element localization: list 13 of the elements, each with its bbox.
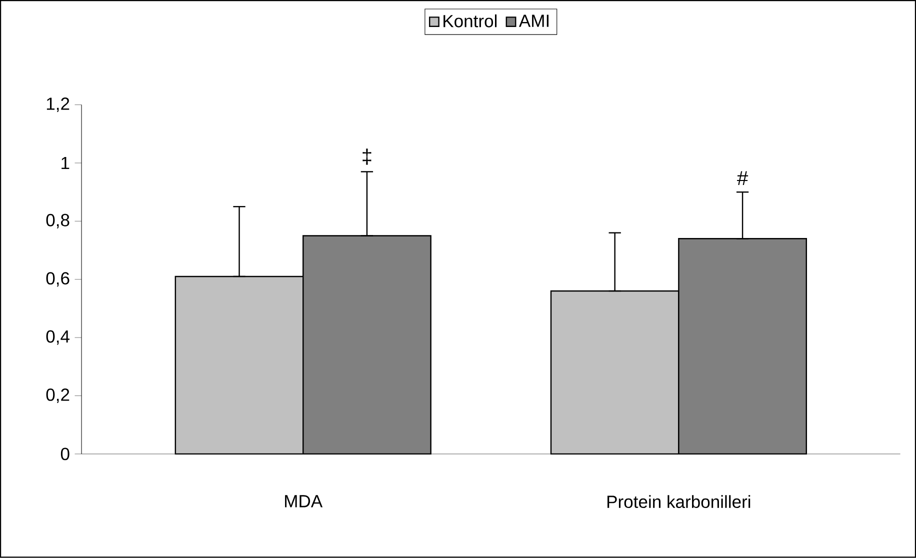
x-tick-label: Protein karbonilleri bbox=[607, 495, 750, 508]
y-tick-label: 1,2 bbox=[46, 98, 70, 112]
y-tick-label: 0,8 bbox=[46, 214, 70, 229]
y-tick-label: 0,6 bbox=[46, 272, 70, 287]
y-tick-label: 0,2 bbox=[46, 388, 70, 404]
annotation: ‡ bbox=[362, 148, 372, 165]
legend-label: Kontrol bbox=[444, 14, 497, 28]
y-tick-label: 1 bbox=[62, 157, 70, 170]
y-tick-label: 0 bbox=[60, 448, 70, 460]
annotation: # bbox=[736, 171, 748, 186]
y-tick-label: 0,4 bbox=[46, 330, 70, 345]
x-tick-label: MDA bbox=[285, 495, 323, 508]
legend-label: AMI bbox=[518, 14, 548, 27]
